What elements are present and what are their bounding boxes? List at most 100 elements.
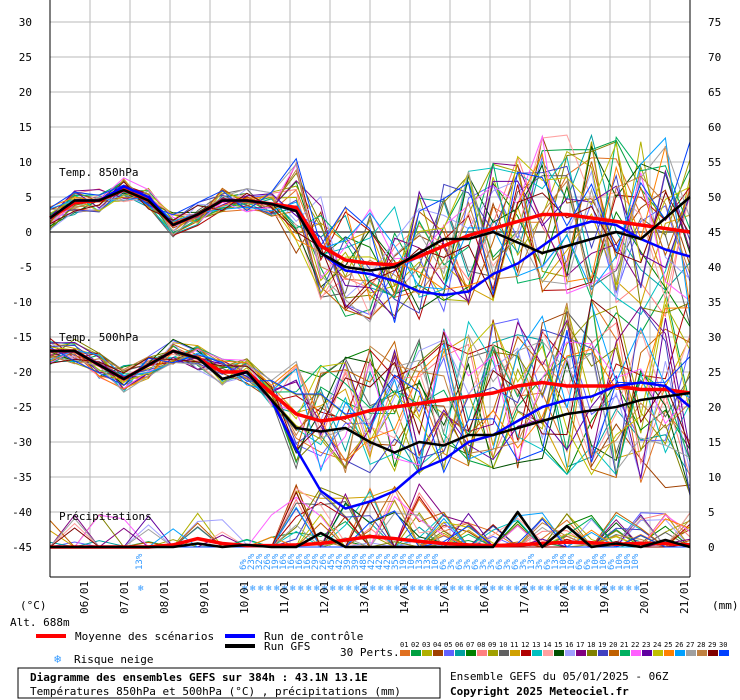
member-number: 04 (433, 641, 441, 649)
snow-risk-pct: 6% (607, 559, 617, 570)
snow-risk-pct: 10% (623, 553, 633, 570)
snowflake-icon: ❄ (450, 584, 456, 594)
member-line-850 (49, 180, 691, 309)
snow-risk-pct: 6% (439, 559, 449, 570)
snowflake-icon: ❄ (298, 584, 304, 594)
right-tick-label: 20 (708, 401, 721, 414)
main-series-lines (49, 185, 691, 549)
snow-risk-pct: 39% (343, 553, 353, 570)
member-number: 17 (576, 641, 584, 649)
snowflake-icon: ❄ (378, 584, 384, 594)
snowflake-icon: ❄ (530, 584, 536, 594)
legend-mean-label: Moyenne des scénarios (75, 630, 214, 643)
snowflake-icon: ❄ (434, 584, 440, 594)
member-color-swatch (708, 650, 718, 656)
chart-subtitle: Températures 850hPa et 500hPa (°C) , pré… (30, 685, 401, 698)
snow-risk-cell: 10% ❄ (591, 553, 601, 594)
x-tick-label: 07/01 (118, 581, 131, 614)
member-color-swatch (642, 650, 652, 656)
snowflake-icon: ❄ (578, 584, 584, 594)
snow-risk-pct: 16% (295, 553, 305, 570)
snow-risk-pct: 3% (487, 559, 497, 570)
member-line-500 (49, 307, 691, 462)
snow-risk-cell: 42% ❄ (335, 553, 345, 594)
member-number: 27 (686, 641, 694, 649)
left-tick-label: 30 (19, 16, 32, 29)
snowflake-icon: ❄ (466, 584, 472, 594)
x-tick-label: 08/01 (158, 581, 171, 614)
snow-risk-cell: 26% ❄ (319, 553, 329, 594)
snowflake-icon: ❄ (498, 584, 504, 594)
snowflake-icon: ❄ (362, 584, 368, 594)
snow-risk-pct: 13% (551, 553, 561, 570)
snow-risk-cell: 6% ❄ (511, 559, 521, 594)
snow-risk-pct: 3% (463, 559, 473, 570)
snow-risk-pct: 16% (303, 553, 313, 570)
x-tick-label: 14/01 (398, 581, 411, 614)
member-number: 12 (521, 641, 529, 649)
member-number: 13 (532, 641, 540, 649)
member-color-swatch (631, 650, 641, 656)
member-number: 07 (466, 641, 474, 649)
snowflake-icon: ❄ (394, 584, 400, 594)
member-number: 22 (631, 641, 639, 649)
member-number: 02 (411, 641, 419, 649)
snowflake-icon: ❄ (586, 584, 592, 594)
legend: Moyenne des scénarios Run de contrôle Ru… (36, 630, 729, 666)
snowflake-icon: ❄ (538, 584, 544, 594)
member-color-swatch (697, 650, 707, 656)
control-line-t850 (49, 185, 691, 297)
snow-risk-cell: 35% ❄ (391, 553, 401, 594)
right-axis-unit: (mm) (712, 599, 739, 612)
snow-risk-pct: 10% (567, 553, 577, 570)
snowflake-icon: ❄ (458, 584, 464, 594)
member-color-swatch (455, 650, 465, 656)
snow-risk-cell: 10% ❄ (615, 553, 625, 594)
x-tick-label: 10/01 (238, 581, 251, 614)
member-number: 30 (719, 641, 727, 649)
x-tick-label: 18/01 (558, 581, 571, 614)
snow-risk-pct: 10% (631, 553, 641, 570)
member-color-swatch (587, 650, 597, 656)
member-line-850 (49, 142, 691, 302)
snowflake-icon: ❄ (242, 584, 248, 594)
snow-risk-cell: 23% ❄ (247, 553, 257, 594)
x-tick-label: 16/01 (478, 581, 491, 614)
member-line-850 (49, 134, 691, 317)
snowflake-icon: ❄ (474, 584, 480, 594)
member-line-500 (50, 320, 691, 476)
member-color-swatch (576, 650, 586, 656)
snow-risk-pct: 6% (583, 559, 593, 570)
right-tick-label: 75 (708, 16, 721, 29)
snow-risk-cell: 6% ❄ (239, 559, 249, 594)
member-line-500 (49, 299, 691, 475)
member-color-swatch (620, 650, 630, 656)
x-tick-label: 13/01 (358, 581, 371, 614)
snow-risk-pct: 10% (599, 553, 609, 570)
right-tick-label: 65 (708, 86, 721, 99)
copyright: Copyright 2025 Meteociel.fr (450, 685, 629, 698)
left-tick-label: 5 (25, 191, 32, 204)
snowflake-icon: ❄ (354, 584, 360, 594)
snowflake-icon: ❄ (402, 584, 408, 594)
snow-risk-cell: 6% ❄ (495, 559, 505, 594)
right-tick-label: 15 (708, 436, 721, 449)
snow-risk-pct: 6% (495, 559, 505, 570)
snow-risk-pct: 26% (319, 553, 329, 570)
right-tick-label: 5 (708, 506, 715, 519)
left-tick-label: -5 (19, 261, 32, 274)
x-tick-label: 15/01 (438, 581, 451, 614)
member-color-swatch (653, 650, 663, 656)
snow-risk-cell: 3% ❄ (503, 559, 513, 594)
snowflake-icon: ❄ (282, 584, 288, 594)
member-number: 15 (554, 641, 562, 649)
snow-risk-cell: 39% ❄ (343, 553, 353, 594)
member-number: 09 (488, 641, 496, 649)
snow-risk-pct: 42% (367, 553, 377, 570)
snowflake-icon: ❄ (482, 584, 488, 594)
snowflake-icon: ❄ (54, 652, 61, 666)
member-color-swatch (532, 650, 542, 656)
snow-risk-cell: 32% ❄ (255, 553, 265, 594)
snow-risk-pct: 35% (391, 553, 401, 570)
member-color-swatch (554, 650, 564, 656)
